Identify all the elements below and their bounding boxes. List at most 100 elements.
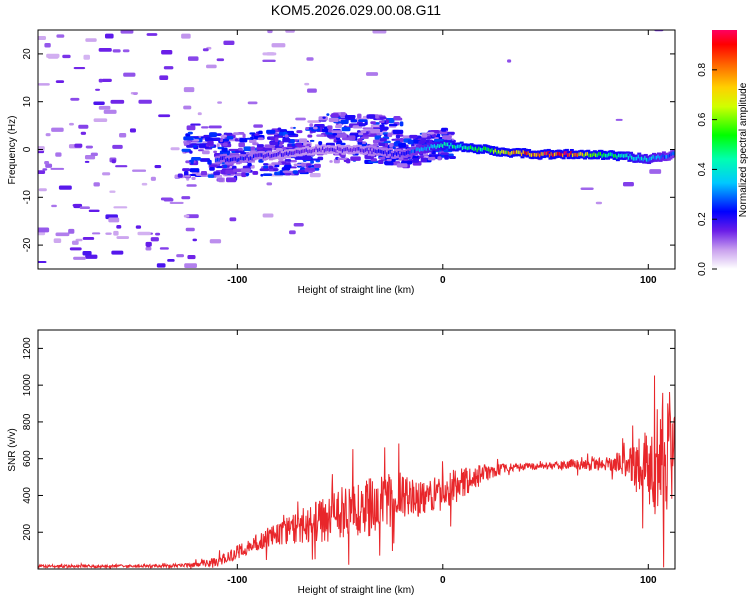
y-tick-label: 10 xyxy=(22,96,33,108)
spectrogram-cell xyxy=(298,138,308,143)
spectrogram-cell xyxy=(262,213,274,218)
spectrogram-cell xyxy=(281,167,291,171)
spectrogram-cell xyxy=(55,80,65,84)
spectrogram-cell xyxy=(207,159,212,165)
spectrogram-cell xyxy=(208,164,218,168)
spectrogram-cell xyxy=(181,196,191,200)
spectrogram-cell xyxy=(113,230,119,236)
spectrogram-cell xyxy=(345,158,351,164)
spectrogram-cell xyxy=(306,57,314,61)
spectrogram-cell xyxy=(112,49,121,53)
spectrogram-cell xyxy=(233,132,240,136)
spectrogram-cell xyxy=(159,75,169,80)
spectrogram-cell xyxy=(208,125,222,129)
spectrogram-cell xyxy=(80,131,87,135)
spectrogram-cell xyxy=(282,162,291,165)
spectrogram-cell xyxy=(101,78,112,83)
spectrogram-cell xyxy=(248,139,257,144)
spectrogram-cell xyxy=(226,135,234,140)
spectrogram-cell xyxy=(213,171,221,176)
spectrogram-cell xyxy=(216,174,223,179)
spectrogram-cell xyxy=(83,54,90,60)
spectrogram-cell xyxy=(119,132,127,138)
colorbar-ticks: 0.0 0.2 0.4 0.6 0.8 xyxy=(697,62,717,276)
spectrogram-cell xyxy=(51,204,57,208)
x-tick-label: 0 xyxy=(440,275,446,286)
spectrogram-cell xyxy=(262,59,276,63)
spectrogram-cell xyxy=(102,172,111,176)
spectrogram-cell xyxy=(155,232,161,236)
y-tick-label: 200 xyxy=(22,523,33,540)
spectrogram-cell xyxy=(307,134,313,138)
spectrogram-cell xyxy=(68,228,75,234)
spectrogram-cell xyxy=(339,112,346,117)
spectrogram-cell xyxy=(258,130,263,135)
colorbar-tick-label: 0.2 xyxy=(697,212,708,226)
spectrogram-cell xyxy=(116,225,122,229)
spectrogram-cell xyxy=(216,143,220,148)
spectrogram-cell xyxy=(241,172,247,178)
spectrogram-cell xyxy=(44,161,50,165)
spectrogram-cell xyxy=(95,88,101,91)
spectrogram-cell xyxy=(278,143,283,147)
spectrogram-cell xyxy=(335,125,342,129)
spectrogram-cell xyxy=(344,114,356,119)
spectrogram-cell xyxy=(223,40,235,46)
spectrogram-cell xyxy=(187,56,199,61)
spectrogram-cell xyxy=(392,146,396,150)
spectrogram-cell xyxy=(374,114,379,119)
spectrogram-cell xyxy=(158,114,171,118)
spectrogram-cell xyxy=(293,223,304,227)
spectrogram-cell xyxy=(304,167,316,172)
spectrogram-cell xyxy=(379,117,387,120)
spectrogram-cell xyxy=(308,165,316,168)
spectrogram-cell xyxy=(615,118,623,121)
spectrogram-cell xyxy=(225,169,236,175)
spectrogram-cell xyxy=(358,132,364,136)
spectrogram-cell xyxy=(258,159,264,163)
y-tick-label: 0 xyxy=(22,146,33,152)
spectrogram-cell xyxy=(309,123,314,127)
spectrogram-cell xyxy=(309,139,315,142)
spectrogram-cell xyxy=(295,117,306,121)
spectrogram-cell xyxy=(184,171,189,176)
spectrogram-cell xyxy=(440,152,449,155)
spectrogram-cell xyxy=(284,134,289,138)
spectrogram-cell xyxy=(308,170,314,173)
spectrogram-cell xyxy=(254,133,260,136)
spectrogram-cell xyxy=(170,147,180,151)
spectrogram-cell xyxy=(69,122,74,126)
spectrogram-cell xyxy=(253,124,263,128)
spectrogram-cell xyxy=(206,64,217,69)
spectrogram-cell xyxy=(191,156,202,161)
spectrogram-cell xyxy=(388,123,398,127)
spectrogram-cell xyxy=(38,83,50,86)
spectrogram-cell xyxy=(187,131,193,135)
spectrogram-cell xyxy=(412,158,420,163)
spectrogram-cell xyxy=(378,157,386,160)
spectrogram-cell xyxy=(189,174,197,177)
spectrogram-cell xyxy=(358,123,366,127)
spectrogram-cell xyxy=(218,177,224,183)
y-tick-label: 1000 xyxy=(22,374,33,397)
spectrogram-cell xyxy=(187,255,196,260)
spectrogram-x-ticks: -100 0 100 xyxy=(227,30,657,286)
spectrogram-cell xyxy=(181,33,191,39)
spectrogram-cell xyxy=(322,116,326,119)
spectrogram-cell xyxy=(277,127,282,131)
spectrogram-cell xyxy=(310,160,314,164)
spectrogram-cell xyxy=(186,144,194,148)
spectrogram-cell xyxy=(42,168,48,171)
spectrogram-cell xyxy=(228,148,239,151)
spectrogram-cell xyxy=(105,232,112,235)
spectrogram-cell xyxy=(74,143,83,148)
spectrogram-cell xyxy=(225,132,233,135)
spectrogram-cell xyxy=(145,246,152,251)
spectrogram-cell xyxy=(201,150,210,155)
spectrogram-cell xyxy=(38,188,47,192)
spectrogram-cell xyxy=(318,141,323,146)
spectrogram-cell xyxy=(370,128,381,134)
spectrogram-cell xyxy=(38,170,46,175)
spectrogram-cell xyxy=(284,159,292,162)
